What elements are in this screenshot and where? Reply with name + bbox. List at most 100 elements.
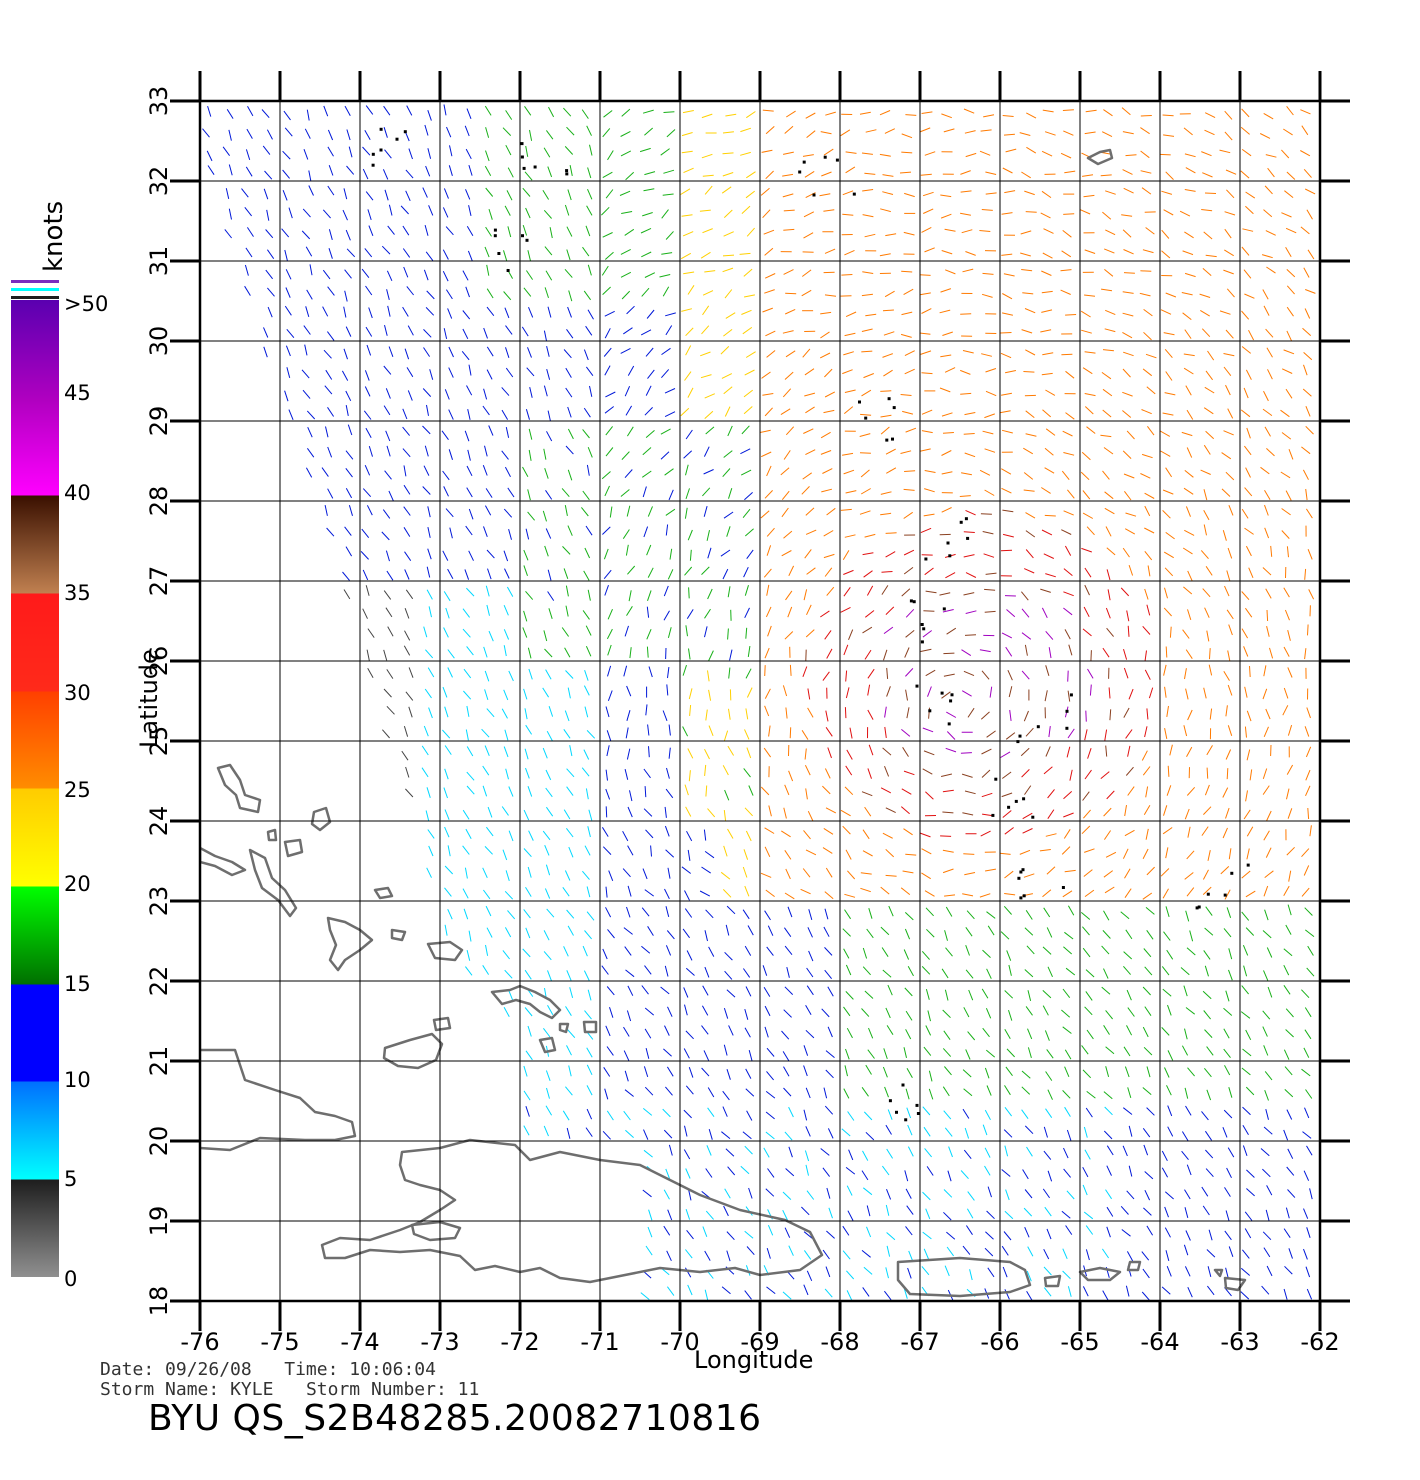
wind-vector	[586, 730, 596, 739]
wind-vector	[586, 1047, 593, 1058]
wind-vector	[443, 486, 449, 497]
rain-flag-marker	[1017, 876, 1021, 880]
wind-vector	[1246, 1188, 1255, 1197]
wind-vector	[1081, 329, 1092, 334]
wind-vector	[766, 946, 774, 956]
wind-vector	[1044, 1030, 1050, 1041]
wind-vector	[886, 686, 891, 697]
wind-vector	[447, 649, 455, 659]
wind-vector	[781, 550, 792, 557]
wind-vector	[1122, 291, 1134, 294]
wind-vector	[702, 174, 714, 177]
wind-vector	[1161, 966, 1170, 976]
wind-vector	[1143, 805, 1151, 815]
wind-vector	[705, 1210, 714, 1220]
wind-vector	[861, 1087, 869, 1097]
wind-vector	[466, 587, 475, 597]
wind-vector	[708, 1128, 713, 1140]
wind-vector	[861, 293, 873, 297]
wind-vector	[1163, 931, 1171, 941]
wind-vector	[1304, 648, 1307, 660]
wind-vector	[626, 606, 633, 616]
wind-vector	[525, 270, 534, 280]
wind-vector	[1182, 250, 1194, 256]
wind-vector	[1084, 393, 1096, 397]
wind-vector	[426, 867, 432, 878]
wind-vector	[1105, 745, 1108, 757]
wind-vector	[623, 327, 633, 335]
wind-vector	[764, 273, 776, 279]
wind-vector	[807, 927, 813, 938]
rain-flag-marker	[395, 137, 399, 141]
wind-vector	[667, 569, 674, 580]
wind-vector	[1063, 452, 1075, 456]
wind-vector	[1082, 1286, 1089, 1297]
wind-vector	[1103, 1025, 1110, 1035]
wind-vector	[984, 1067, 990, 1079]
wind-vector	[1002, 1266, 1008, 1278]
wind-vector	[325, 426, 329, 438]
wind-vector	[824, 248, 836, 254]
wind-vector	[505, 144, 512, 156]
wind-vector	[425, 649, 434, 659]
wind-vector	[304, 128, 311, 139]
wind-vector	[701, 1025, 709, 1035]
wind-vector	[664, 411, 676, 418]
wind-vector	[1249, 769, 1253, 781]
wind-vector	[585, 325, 593, 336]
wind-vector	[1102, 470, 1110, 480]
wind-vector	[1126, 989, 1132, 1001]
wind-vector	[1265, 708, 1271, 720]
wind-vector	[1266, 448, 1275, 457]
wind-vector	[462, 608, 470, 618]
wind-vector	[941, 412, 953, 417]
wind-vector	[925, 791, 934, 800]
wind-vector	[1204, 965, 1209, 977]
wind-vector	[1264, 426, 1271, 437]
wind-vector	[900, 333, 912, 338]
wind-vector	[1062, 1270, 1071, 1280]
wind-vector	[684, 890, 690, 901]
wind-vector	[1142, 766, 1151, 776]
wind-vector	[1241, 310, 1250, 320]
wind-vector	[263, 346, 268, 358]
wind-vector	[1065, 370, 1075, 379]
wind-vector	[688, 770, 691, 782]
wind-vector	[981, 293, 993, 298]
wind-vector	[705, 426, 715, 435]
wind-vector	[960, 190, 972, 193]
wind-vector	[980, 513, 992, 515]
wind-vector	[1184, 470, 1194, 478]
wind-vector	[742, 866, 748, 878]
wind-vector	[544, 845, 550, 856]
wind-vector	[546, 908, 555, 918]
wind-vector	[764, 1026, 769, 1038]
wind-vector	[1284, 609, 1290, 621]
wind-vector	[1223, 1109, 1233, 1119]
wind-vector	[1106, 547, 1116, 556]
wind-vector	[1081, 825, 1091, 835]
wind-vector	[348, 505, 353, 516]
wind-vector	[1106, 1165, 1112, 1176]
wind-vector	[304, 344, 308, 356]
wind-vector	[1303, 267, 1310, 278]
wind-vector	[901, 788, 912, 795]
wind-vector	[1041, 529, 1053, 536]
wind-vector	[722, 1090, 730, 1101]
wind-vector	[1223, 1028, 1230, 1039]
wind-vector	[864, 172, 876, 175]
wind-vector	[822, 671, 830, 681]
wind-vector	[644, 1086, 654, 1096]
wind-vector	[945, 947, 953, 957]
wind-vector	[545, 528, 552, 539]
rain-flag-marker	[1061, 886, 1065, 889]
wind-vector	[620, 347, 631, 354]
wind-vector	[647, 506, 653, 517]
wind-vector	[483, 646, 488, 658]
wind-vector	[1285, 1008, 1294, 1018]
wind-vector	[609, 506, 613, 518]
wind-vector	[687, 1284, 693, 1296]
wind-vector	[943, 128, 955, 133]
wind-vector	[882, 747, 892, 756]
wind-vector	[1064, 931, 1074, 940]
